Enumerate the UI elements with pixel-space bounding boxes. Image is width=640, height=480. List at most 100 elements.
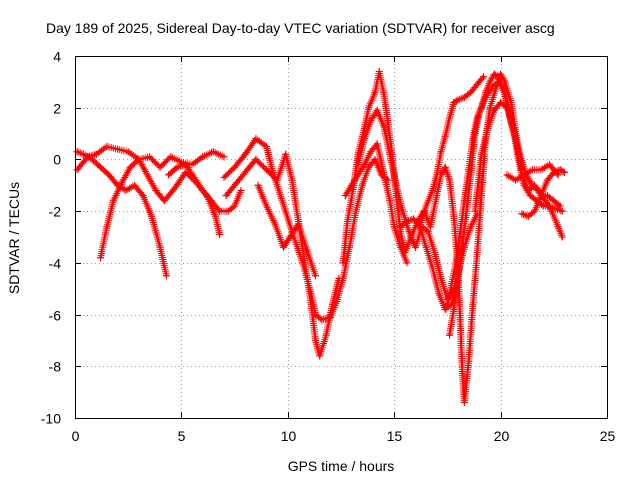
data-point (554, 171, 562, 179)
data-point (490, 70, 498, 78)
data-point (216, 207, 224, 215)
data-point (371, 88, 379, 96)
x-tick-label: 10 (281, 428, 297, 444)
data-point (341, 192, 349, 200)
data-point (435, 290, 443, 298)
y-tick-label: -2 (49, 204, 62, 220)
data-point (109, 197, 117, 205)
data-point (303, 246, 311, 254)
data-point (220, 174, 228, 181)
data-point (471, 207, 479, 215)
data-point (80, 150, 87, 158)
data-point (529, 181, 536, 189)
data-point (416, 223, 424, 231)
data-point (143, 171, 151, 179)
data-point (348, 181, 356, 189)
data-point (252, 135, 260, 143)
x-tick-label: 15 (387, 428, 403, 444)
data-point (431, 249, 439, 256)
data-point (211, 212, 219, 220)
data-point (365, 163, 373, 171)
data-point (403, 218, 411, 225)
data-point (73, 166, 81, 174)
data-point (386, 197, 394, 205)
data-point (254, 181, 262, 189)
data-point (318, 316, 326, 324)
data-point (373, 140, 381, 148)
data-point (243, 166, 251, 174)
data-point (124, 148, 132, 156)
x-tick-label: 20 (494, 428, 510, 444)
data-point (558, 233, 566, 241)
data-point (148, 212, 156, 220)
data-point (460, 399, 468, 406)
data-point (426, 223, 434, 231)
data-point (450, 305, 458, 313)
data-point (450, 212, 458, 220)
data-point (437, 148, 445, 156)
data-point (529, 166, 536, 174)
data-point (105, 171, 113, 179)
data-point (88, 155, 96, 163)
data-point (367, 117, 375, 125)
data-point (520, 181, 528, 189)
data-point (322, 331, 330, 339)
data-point (131, 181, 139, 189)
series-arc-1 (73, 143, 228, 174)
data-point (373, 106, 381, 114)
data-point (97, 254, 104, 262)
data-point (263, 143, 270, 150)
data-point (288, 176, 296, 184)
data-point (448, 280, 456, 287)
data-point (558, 207, 566, 215)
data-point (446, 176, 453, 184)
data-point (433, 171, 441, 179)
y-tick-label: -6 (49, 308, 62, 324)
data-point (526, 192, 534, 200)
data-point (401, 249, 409, 256)
data-point (446, 114, 453, 122)
chart-title: Day 189 of 2025, Sidereal Day-to-day VTE… (46, 20, 555, 36)
data-point (454, 274, 462, 282)
data-point (224, 207, 232, 215)
data-point (263, 166, 270, 174)
data-point (467, 223, 475, 231)
data-point (73, 148, 81, 156)
data-point (301, 259, 309, 267)
axis-ticks: 0 5 10 15 20 25 -10 -8 -6 -4 -2 0 2 4 (41, 49, 616, 445)
data-point (441, 305, 449, 313)
data-point (307, 300, 315, 308)
data-point (156, 243, 164, 251)
y-tick-label: -4 (49, 256, 62, 272)
data-point (343, 218, 351, 225)
data-point (156, 163, 164, 171)
data-point (541, 197, 549, 205)
data-point (446, 331, 453, 339)
data-point (560, 168, 568, 176)
data-point (441, 132, 449, 140)
data-point (433, 192, 441, 200)
data-point (152, 187, 160, 194)
data-point (477, 150, 485, 158)
data-point (467, 88, 475, 96)
data-point (405, 228, 413, 236)
data-point (422, 202, 430, 210)
data-point (277, 194, 285, 202)
data-point (486, 104, 494, 112)
x-tick-label: 0 (72, 428, 80, 444)
data-point (97, 163, 104, 171)
data-point (167, 153, 175, 161)
data-point (371, 155, 379, 163)
data-point (199, 153, 207, 161)
data-point (390, 223, 398, 231)
data-point (135, 155, 143, 163)
data-point (509, 124, 517, 132)
data-point (163, 272, 170, 280)
data-point (484, 124, 492, 132)
data-point (488, 83, 496, 91)
data-point (231, 163, 239, 171)
y-tick-label: 0 (53, 152, 61, 168)
data-point (182, 161, 190, 169)
data-point (452, 259, 460, 267)
y-tick-label: 4 (53, 49, 61, 65)
